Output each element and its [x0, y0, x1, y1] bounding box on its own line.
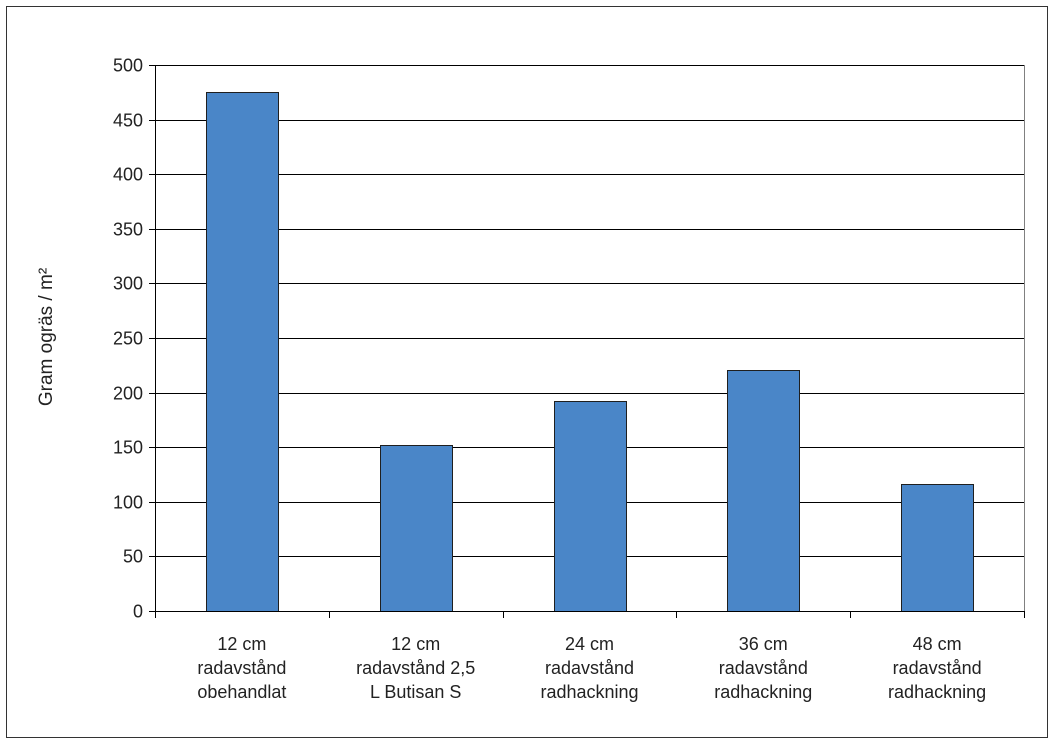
grid-lines	[155, 65, 1025, 611]
x-category-labels: 12 cm radavstånd obehandlat 12 cm radavstånd…	[197, 634, 986, 702]
x-category-label-line: radavstånd	[893, 658, 982, 678]
bar	[901, 484, 974, 612]
x-category-label-line: obehandlat	[197, 682, 286, 702]
y-tick-label: 500	[113, 56, 143, 76]
y-tick-label: 400	[113, 165, 143, 185]
y-tick-label: 150	[113, 438, 143, 458]
x-category-label-line: radavstånd	[197, 658, 286, 678]
bar	[380, 445, 453, 612]
y-tick-label: 200	[113, 384, 143, 404]
x-category-label-line: L Butisan S	[370, 682, 461, 702]
y-tick-label: 450	[113, 111, 143, 131]
y-tick-label: 300	[113, 274, 143, 294]
x-category-label-line: radavstånd 2,5	[356, 658, 475, 678]
x-category-label-line: radhackning	[714, 682, 812, 702]
x-category-label-line: radhackning	[888, 682, 986, 702]
y-tick-label: 250	[113, 329, 143, 349]
x-category-label-line: 12 cm	[391, 634, 440, 654]
x-category-label-line: 24 cm	[565, 634, 614, 654]
y-axis-title: Gram ogräs / m²	[36, 268, 57, 406]
x-category-label-line: radhackning	[540, 682, 638, 702]
x-category-label-line: 48 cm	[913, 634, 962, 654]
x-category-label: 12 cm radavstånd 2,5 L Butisan S	[356, 634, 475, 702]
x-category-label-line: 12 cm	[217, 634, 266, 654]
y-tick-label: 0	[133, 602, 143, 622]
y-tick-label: 350	[113, 220, 143, 240]
bars	[206, 92, 974, 612]
y-tick-label: 50	[123, 547, 143, 567]
x-category-label: 36 cm radavstånd radhackning	[714, 634, 812, 702]
x-category-label-line: radavstånd	[719, 658, 808, 678]
x-category-label: 48 cm radavstånd radhackning	[888, 634, 986, 702]
y-tick-labels: 0 50 100 150 200 250 300 350 400 450 500	[113, 56, 143, 622]
x-category-label-line: radavstånd	[545, 658, 634, 678]
bar	[206, 92, 279, 612]
axes	[149, 65, 1025, 618]
x-category-label: 24 cm radavstånd radhackning	[540, 634, 638, 702]
x-category-label: 12 cm radavstånd obehandlat	[197, 634, 286, 702]
bar	[727, 370, 800, 612]
y-tick-label: 100	[113, 493, 143, 513]
bar	[554, 401, 627, 612]
x-category-label-line: 36 cm	[739, 634, 788, 654]
chart-frame	[6, 6, 1048, 738]
